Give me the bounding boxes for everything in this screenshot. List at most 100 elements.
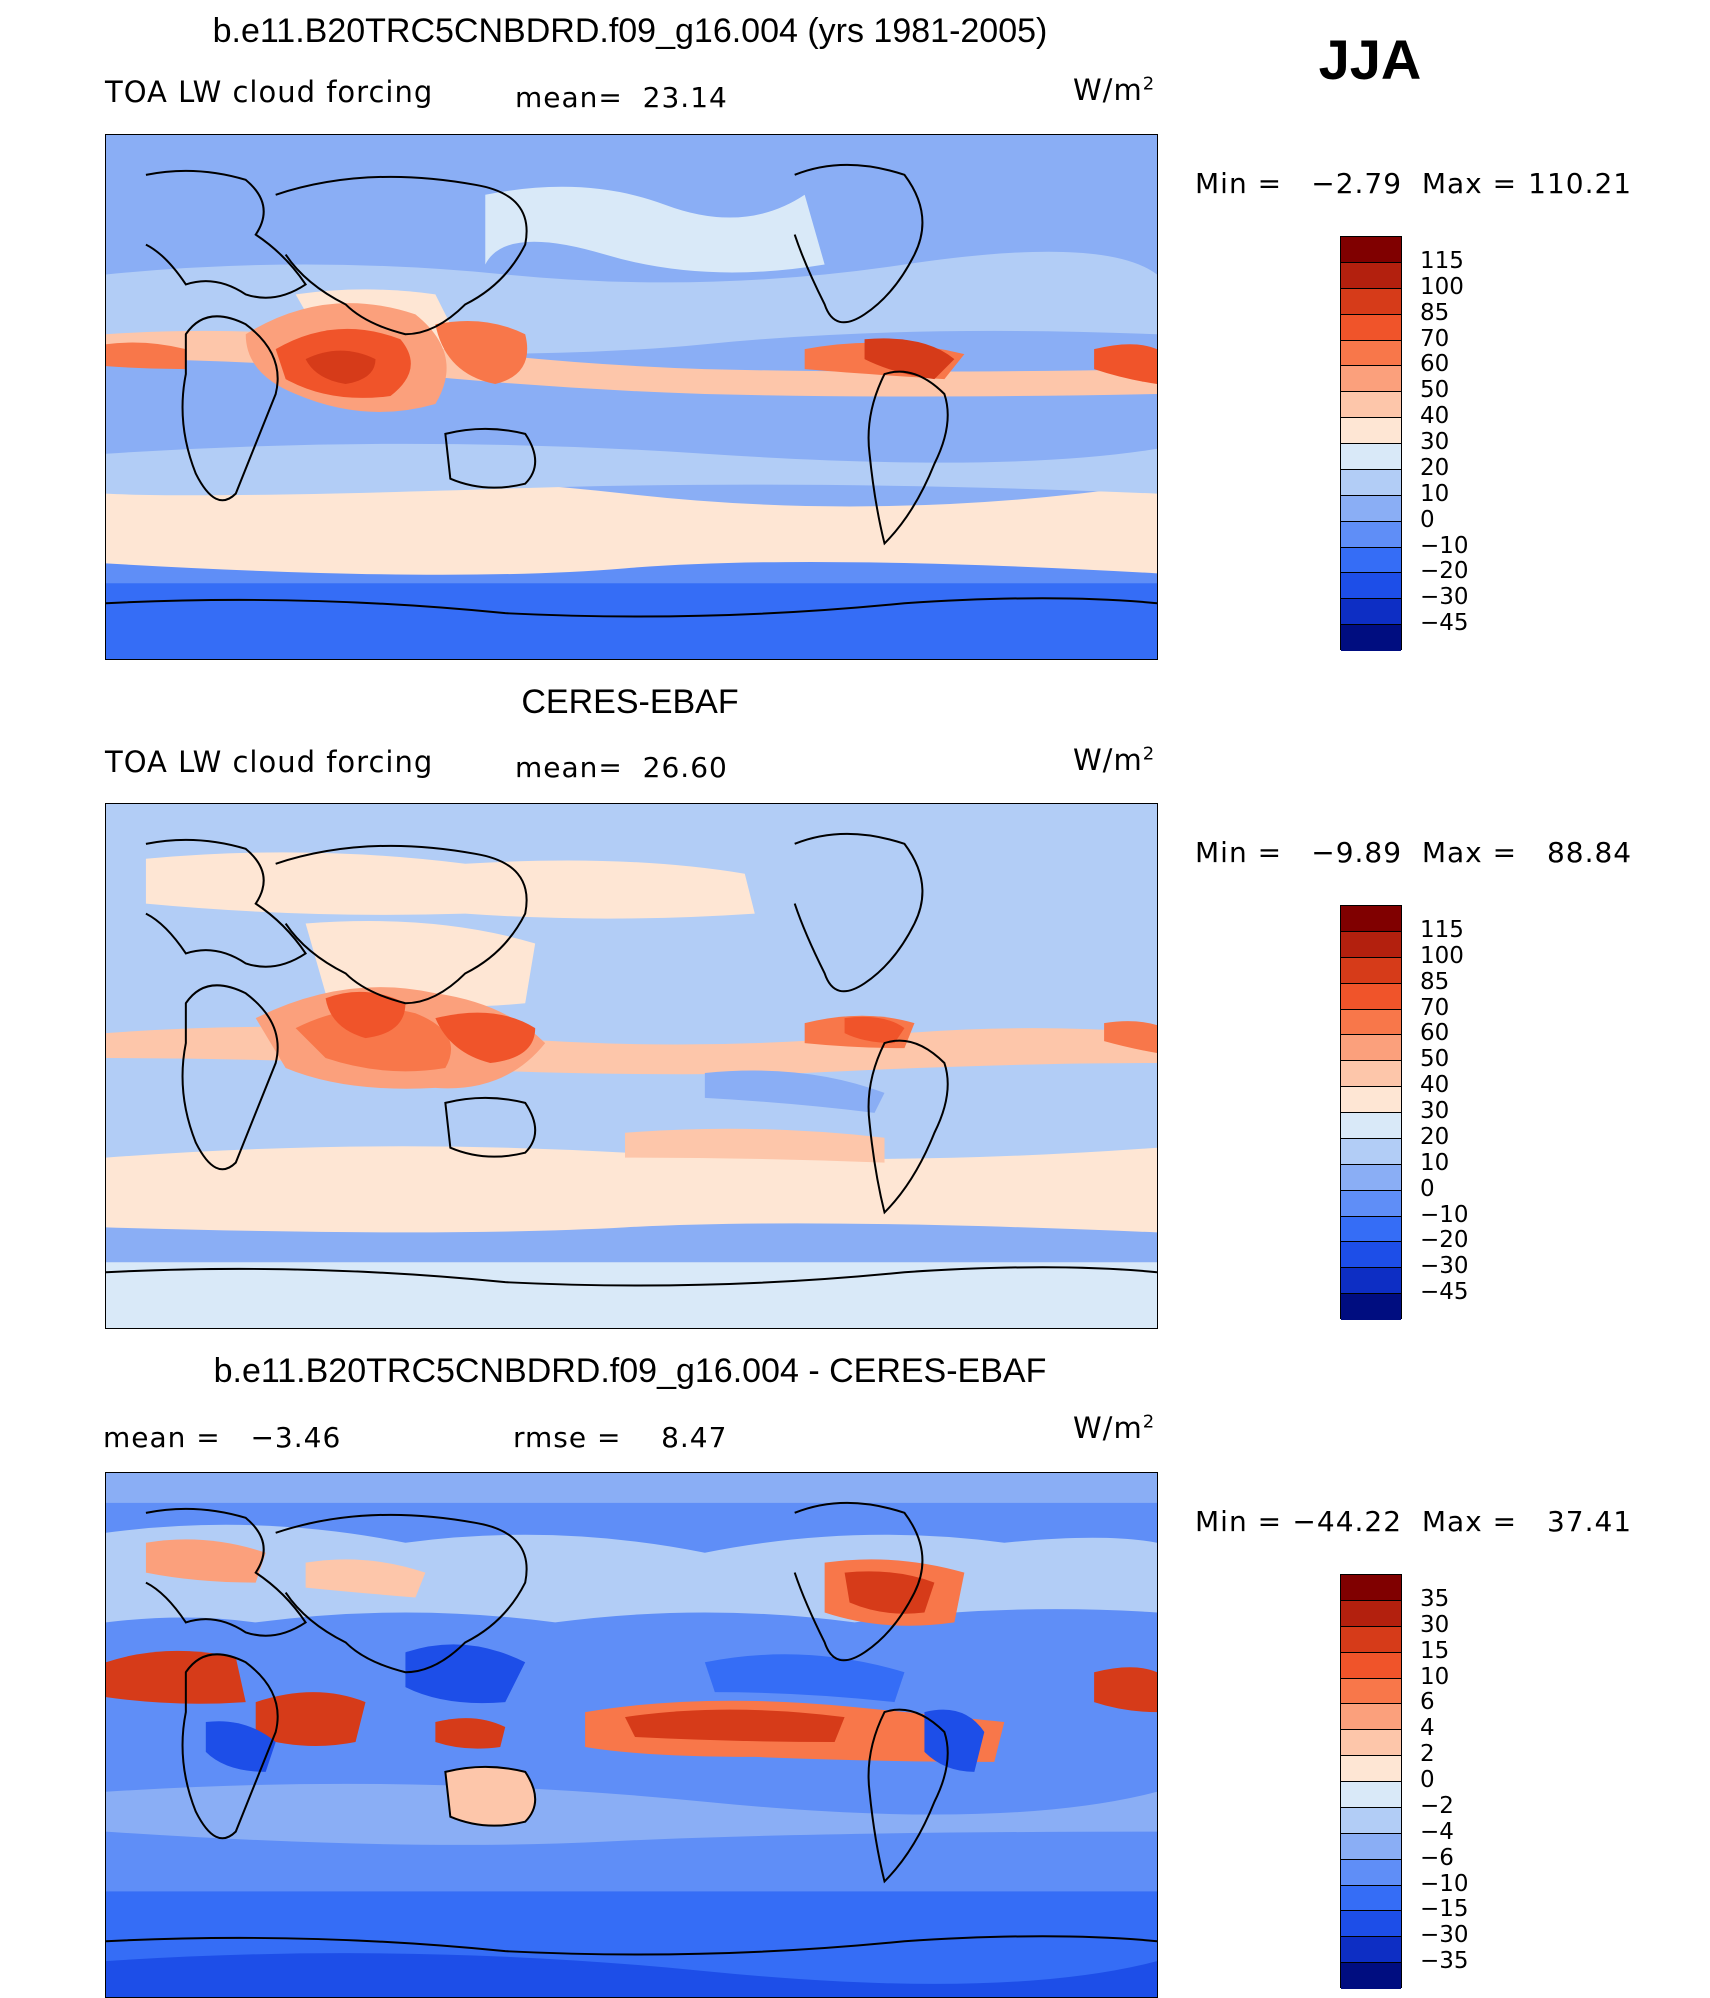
colorbar-swatch (1341, 1859, 1401, 1886)
colorbar-swatch (1341, 237, 1401, 263)
colorbar-tick-label: 0 (1420, 1767, 1435, 1793)
colorbar-swatch (1341, 1035, 1401, 1062)
colorbar-swatch (1341, 1652, 1401, 1679)
panel-2-map (105, 803, 1158, 1329)
panel-1-title: b.e11.B20TRC5CNBDRD.f09_g16.004 (yrs 198… (212, 12, 1048, 50)
colorbar-swatch (1341, 1782, 1401, 1808)
panel-1-variable-label: TOA LW cloud forcing (105, 75, 434, 109)
panel-3-map (105, 1472, 1158, 1998)
colorbar-swatch (1341, 1937, 1401, 1964)
colorbar-tick-label: 30 (1420, 429, 1450, 455)
colorbar-tick-label: 20 (1420, 1123, 1450, 1150)
panel-1-units: W/m2 (1073, 73, 1156, 107)
colorbar-tick-label: 0 (1420, 1175, 1435, 1202)
colorbar-swatch (1341, 1600, 1401, 1627)
colorbar-swatch (1341, 599, 1401, 626)
colorbar-tick-label: −10 (1420, 532, 1469, 559)
colorbar-tick-label: −35 (1420, 1948, 1469, 1975)
colorbar-swatch (1341, 1268, 1401, 1295)
colorbar-tick-label: 15 (1420, 1637, 1450, 1664)
panel-3-mean: mean = −3.46 (103, 1421, 342, 1454)
colorbar-swatch (1341, 931, 1401, 958)
colorbar-swatch (1341, 392, 1401, 419)
colorbar-tick-label: −30 (1420, 1253, 1469, 1280)
panel-2-variable-label: TOA LW cloud forcing (105, 745, 434, 779)
colorbar-tick-label: 35 (1420, 1585, 1450, 1612)
colorbar-swatch (1341, 1704, 1401, 1731)
colorbar-tick-label: −45 (1420, 610, 1469, 637)
colorbar-tick-label: −4 (1420, 1818, 1454, 1845)
panel-1-mean: mean= 23.14 (515, 81, 728, 114)
colorbar-swatch (1341, 1009, 1401, 1036)
colorbar-swatch (1341, 418, 1401, 444)
colorbar-tick-label: −6 (1420, 1844, 1454, 1871)
colorbar-swatch (1341, 1113, 1401, 1139)
colorbar-swatch (1341, 1164, 1401, 1191)
colorbar-swatch (1341, 1575, 1401, 1601)
colorbar-tick-label: 60 (1420, 351, 1450, 378)
colorbar-tick-label: −20 (1420, 1227, 1469, 1254)
colorbar-swatch (1341, 1833, 1401, 1860)
colorbar-swatch (1341, 1626, 1401, 1653)
colorbar-swatch (1341, 1190, 1401, 1217)
colorbar-swatch (1341, 1911, 1401, 1938)
season-label: JJA (1318, 28, 1422, 91)
colorbar-tick-label: −10 (1420, 1201, 1469, 1228)
panel-2-mean: mean= 26.60 (515, 751, 728, 784)
colorbar-tick-label: 4 (1420, 1715, 1435, 1742)
colorbar-tick-label: 85 (1420, 968, 1450, 995)
colorbar-swatch (1341, 1807, 1401, 1834)
panel-3-colorbar (1340, 1574, 1402, 1989)
colorbar-swatch (1341, 1756, 1401, 1782)
colorbar-swatch (1341, 1294, 1401, 1320)
colorbar-swatch (1341, 340, 1401, 367)
colorbar-swatch (1341, 469, 1401, 496)
colorbar-tick-label: 40 (1420, 403, 1450, 430)
colorbar-tick-label: 40 (1420, 1072, 1450, 1099)
colorbar-tick-label: 2 (1420, 1741, 1435, 1768)
colorbar-swatch (1341, 983, 1401, 1010)
colorbar-swatch (1341, 1678, 1401, 1705)
colorbar-swatch (1341, 521, 1401, 548)
colorbar-tick-label: 50 (1420, 377, 1450, 404)
colorbar-swatch (1341, 1242, 1401, 1269)
colorbar-swatch (1341, 1138, 1401, 1165)
colorbar-tick-label: 70 (1420, 325, 1450, 352)
colorbar-tick-label: 100 (1420, 942, 1464, 969)
colorbar-swatch (1341, 906, 1401, 932)
colorbar-swatch (1341, 1963, 1401, 1989)
colorbar-swatch (1341, 288, 1401, 315)
panel-1-minmax: Min = −2.79 Max = 110.21 (1195, 167, 1633, 200)
panel-2-colorbar (1340, 905, 1402, 1320)
colorbar-tick-label: −10 (1420, 1870, 1469, 1897)
colorbar-tick-label: 115 (1420, 247, 1464, 274)
colorbar-tick-label: 30 (1420, 1611, 1450, 1638)
panel-1-map (105, 134, 1158, 660)
colorbar-swatch (1341, 444, 1401, 470)
colorbar-tick-label: 115 (1420, 916, 1464, 943)
colorbar-tick-label: −30 (1420, 584, 1469, 611)
colorbar-swatch (1341, 957, 1401, 984)
colorbar-swatch (1341, 547, 1401, 574)
colorbar-tick-label: 0 (1420, 506, 1435, 533)
panel-3-minmax: Min = −44.22 Max = 37.41 (1195, 1505, 1633, 1538)
colorbar-swatch (1341, 262, 1401, 289)
colorbar-tick-label: 30 (1420, 1098, 1450, 1124)
colorbar-swatch (1341, 1216, 1401, 1243)
panel-3-title: b.e11.B20TRC5CNBDRD.f09_g16.004 - CERES-… (213, 1352, 1047, 1390)
colorbar-tick-label: 10 (1420, 480, 1450, 507)
colorbar-tick-label: 70 (1420, 994, 1450, 1021)
colorbar-tick-label: 6 (1420, 1689, 1435, 1716)
colorbar-swatch (1341, 366, 1401, 393)
panel-3-rmse: rmse = 8.47 (513, 1421, 728, 1454)
panel-2-units: W/m2 (1073, 743, 1156, 777)
colorbar-swatch (1341, 1730, 1401, 1757)
panel-1-colorbar (1340, 236, 1402, 651)
colorbar-tick-label: 10 (1420, 1663, 1450, 1690)
colorbar-tick-label: −30 (1420, 1922, 1469, 1949)
colorbar-tick-label: −45 (1420, 1279, 1469, 1306)
colorbar-tick-label: −2 (1420, 1792, 1454, 1819)
colorbar-tick-label: 100 (1420, 273, 1464, 300)
panel-2-minmax: Min = −9.89 Max = 88.84 (1195, 836, 1633, 869)
colorbar-swatch (1341, 1885, 1401, 1912)
